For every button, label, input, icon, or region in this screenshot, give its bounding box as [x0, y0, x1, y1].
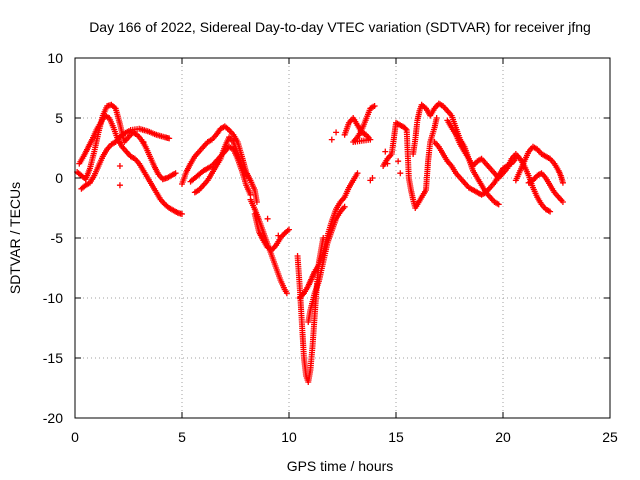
plot-frame [74, 57, 611, 419]
data-point [371, 103, 378, 109]
data-point [179, 211, 185, 217]
data-point [402, 125, 409, 132]
y-tick-label: 5 [55, 110, 63, 126]
data-point [264, 215, 271, 222]
data-point [382, 148, 389, 155]
y-tick-label: 10 [47, 50, 63, 66]
data-point [384, 160, 391, 167]
chart-title: Day 166 of 2022, Sidereal Day-to-day VTE… [89, 19, 591, 35]
data-points [74, 100, 566, 385]
data-point [333, 129, 340, 136]
data-point [395, 158, 402, 165]
data-point [275, 232, 282, 239]
y-tick-label: 0 [55, 170, 63, 186]
data-point [397, 170, 404, 177]
data-point [116, 182, 123, 189]
data-point [172, 170, 179, 177]
y-tick-label: -5 [51, 230, 64, 246]
data-point [243, 172, 250, 179]
y-tick-label: -15 [43, 350, 63, 366]
data-point [559, 199, 566, 205]
y-tick-label: -10 [43, 290, 63, 306]
x-tick-label: 0 [71, 429, 79, 445]
data-point [166, 135, 173, 142]
data-point [283, 290, 290, 297]
data-point [328, 136, 335, 143]
x-tick-label: 25 [602, 429, 618, 445]
x-tick-label: 20 [495, 429, 511, 445]
data-point [369, 175, 376, 181]
data-point [559, 179, 566, 186]
data-point [495, 201, 502, 208]
data-point [433, 115, 440, 121]
data-point [354, 170, 361, 177]
y-axis-label: SDTVAR / TECUs [7, 182, 23, 294]
y-tick-label: -20 [43, 410, 63, 426]
data-point [341, 203, 348, 210]
x-tick-label: 5 [178, 429, 186, 445]
data-point [116, 163, 123, 169]
data-point [286, 226, 292, 233]
grid-lines [75, 58, 610, 418]
data-point [140, 139, 147, 145]
x-tick-label: 15 [388, 429, 404, 445]
data-point [547, 208, 554, 215]
data-point [253, 199, 260, 205]
x-tick-label: 10 [281, 429, 297, 445]
x-axis-label: GPS time / hours [287, 458, 394, 474]
